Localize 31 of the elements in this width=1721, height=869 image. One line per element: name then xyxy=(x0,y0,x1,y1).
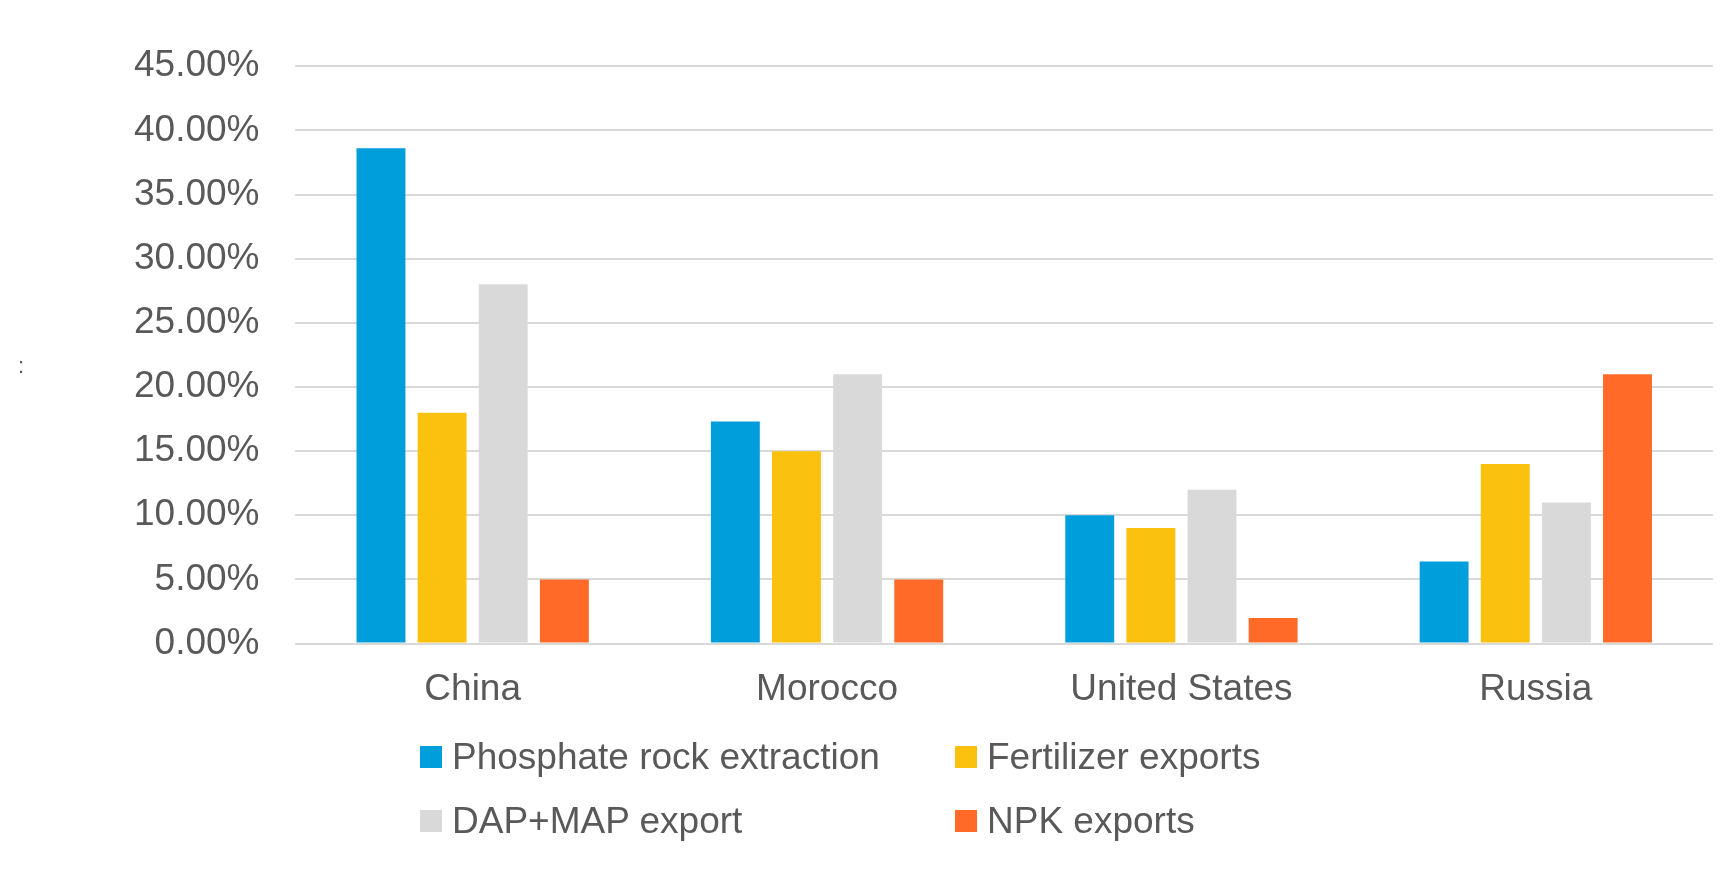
x-tick-label: United States xyxy=(1070,667,1293,708)
legend-label: Fertilizer exports xyxy=(987,736,1261,778)
bar xyxy=(1480,463,1530,643)
legend-label: DAP+MAP export xyxy=(452,800,743,842)
y-tick-label: 5.00% xyxy=(154,556,260,598)
y-tick-label: 40.00% xyxy=(133,107,260,149)
bar xyxy=(1248,617,1298,643)
x-tick-label: Morocco xyxy=(756,667,898,708)
bar xyxy=(539,579,589,643)
x-tick-label: China xyxy=(424,667,522,708)
y-tick-label: 20.00% xyxy=(133,364,260,406)
bar xyxy=(417,412,467,643)
text: : xyxy=(18,353,25,379)
y-tick-label: 10.00% xyxy=(133,492,260,534)
bar xyxy=(894,579,944,643)
bar xyxy=(1419,561,1469,643)
legend-label: NPK exports xyxy=(987,800,1195,842)
bar xyxy=(710,421,760,643)
y-tick-label: 30.00% xyxy=(133,235,260,277)
bar xyxy=(772,451,821,643)
bar xyxy=(1065,515,1115,643)
x-tick-label: Russia xyxy=(1479,667,1593,708)
legend-label: Phosphate rock extraction xyxy=(452,736,880,778)
y-tick-label: 0.00% xyxy=(154,620,260,662)
bar xyxy=(1126,528,1176,643)
y-tick-label: 15.00% xyxy=(133,428,260,470)
bar xyxy=(1603,374,1652,643)
y-tick-label: 45.00% xyxy=(133,43,260,85)
y-tick-label: 35.00% xyxy=(133,171,260,213)
bar xyxy=(356,148,406,643)
y-tick-label: 25.00% xyxy=(133,300,260,342)
